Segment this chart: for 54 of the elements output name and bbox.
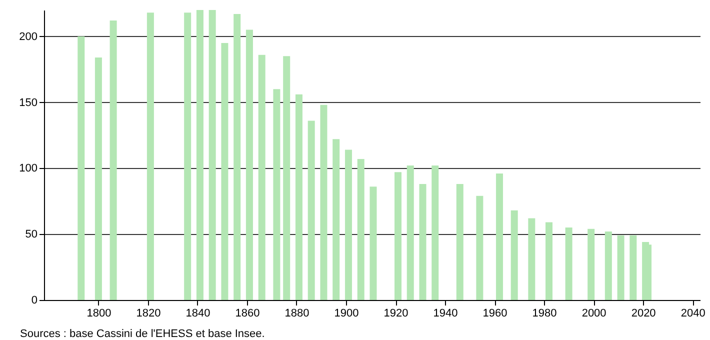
x-tick-label: 2000 xyxy=(582,308,606,320)
bar xyxy=(221,42,228,300)
bar xyxy=(357,158,364,300)
bar xyxy=(419,184,426,300)
source-note: Sources : base Cassini de l'EHESS et base Insee. xyxy=(20,328,265,340)
bar xyxy=(146,12,154,300)
bar xyxy=(432,166,439,300)
x-tick-label: 1880 xyxy=(284,308,310,320)
bar xyxy=(110,20,117,300)
y-tick-label: 150 xyxy=(19,96,38,109)
bar xyxy=(528,218,536,300)
x-tick-label: 1940 xyxy=(433,308,458,320)
x-tick-label: 2040 xyxy=(680,308,706,320)
bar xyxy=(246,30,253,300)
bar xyxy=(78,36,85,300)
bar xyxy=(320,104,328,300)
bar xyxy=(308,120,315,300)
bar xyxy=(456,184,464,300)
x-tick-label: 2020 xyxy=(631,308,656,320)
bar xyxy=(196,10,204,300)
bar xyxy=(510,210,518,300)
y-tick-label: 50 xyxy=(25,228,38,241)
bar xyxy=(94,57,102,300)
bar xyxy=(332,139,340,300)
bar xyxy=(394,172,402,300)
bar xyxy=(406,166,414,300)
x-tick-label: 1820 xyxy=(136,308,161,320)
bar xyxy=(208,10,216,300)
bar xyxy=(295,94,302,300)
y-tick-label: 100 xyxy=(19,162,38,175)
x-tick-label: 1800 xyxy=(86,308,112,320)
y-tick-label: 200 xyxy=(19,30,38,43)
bar xyxy=(370,186,377,300)
bar xyxy=(588,228,595,300)
x-tick-label: 1980 xyxy=(532,308,557,320)
x-tick-label: 1840 xyxy=(186,308,210,320)
bar xyxy=(234,14,241,300)
bar xyxy=(496,173,503,300)
bar xyxy=(273,89,280,300)
bar xyxy=(630,235,637,300)
x-tick-label: 1920 xyxy=(384,308,408,320)
bar xyxy=(476,196,484,300)
bar xyxy=(604,231,612,300)
bar xyxy=(545,222,552,300)
bar xyxy=(565,228,572,300)
bar xyxy=(184,12,192,300)
x-tick-label: 1900 xyxy=(334,308,359,320)
bar xyxy=(344,150,352,300)
y-tick-label: 0 xyxy=(31,294,38,306)
x-tick-label: 1860 xyxy=(235,308,260,320)
bar xyxy=(258,54,266,300)
x-tick-label: 1960 xyxy=(482,308,508,320)
bar xyxy=(617,235,624,300)
bar xyxy=(283,56,290,300)
